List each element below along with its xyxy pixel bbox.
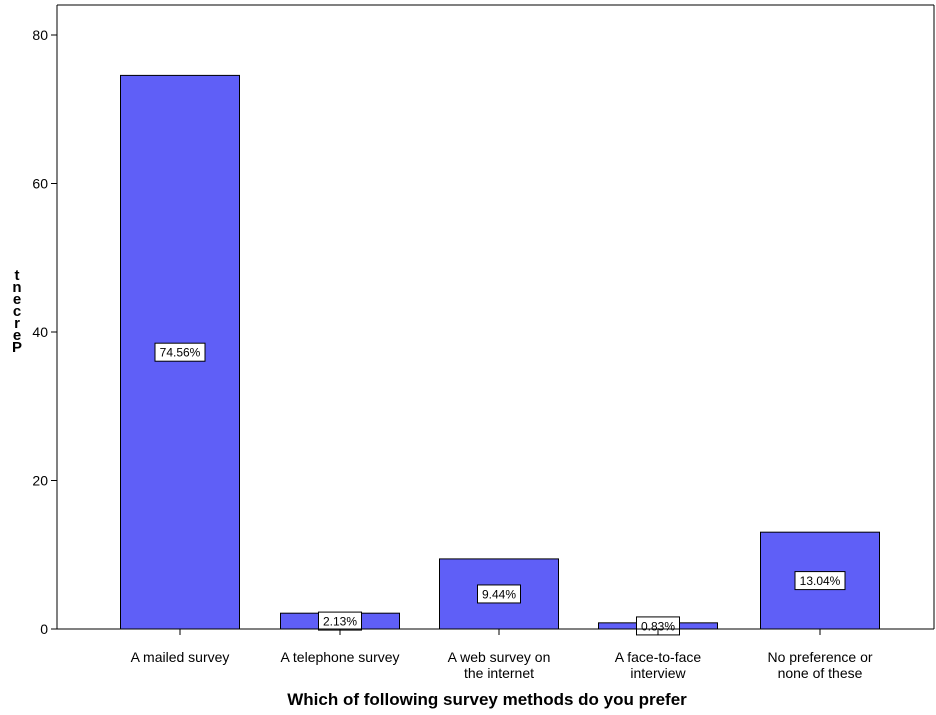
data-label-text: 74.56%: [160, 346, 201, 360]
y-tick-label: 80: [32, 27, 48, 43]
x-category-label: A web survey on the internet: [448, 649, 551, 681]
x-category-label: A mailed survey: [131, 649, 230, 665]
y-tick-label: 60: [32, 176, 48, 192]
y-axis-title-letter: c: [13, 303, 21, 320]
data-label-box: [477, 584, 521, 604]
data-label-text: 13.04%: [800, 574, 841, 588]
y-axis-title-letter: e: [13, 327, 21, 344]
plot-frame: [57, 4, 935, 629]
data-label: 13.04%: [794, 571, 846, 591]
y-tick-label: 20: [32, 473, 48, 489]
y-axis-title-letter: t: [15, 267, 20, 284]
y-axis-title-letter: e: [13, 291, 21, 308]
y-tick-label: 0: [40, 621, 48, 637]
data-label-text: 2.13%: [323, 615, 357, 629]
data-label-text: 0.83%: [641, 619, 675, 633]
y-axis-title-letter: r: [14, 315, 20, 332]
data-label-box: [154, 342, 206, 362]
y-axis-title-letter: P: [12, 339, 22, 356]
data-label-box: [794, 571, 846, 591]
y-axis-title-letter: n: [12, 279, 21, 296]
data-label: 0.83%: [636, 616, 680, 636]
y-axis: 0 20 40 60 80: [32, 5, 58, 637]
y-tick-label: 40: [32, 324, 48, 340]
x-category-label: A telephone survey: [280, 649, 399, 665]
data-label: 74.56%: [154, 342, 206, 362]
data-label: 2.13%: [318, 611, 362, 631]
data-labels: 74.56% 2.13% 9.44% 0.83% 13.04%: [154, 342, 846, 636]
x-axis: A mailed survey A telephone survey A web s…: [57, 628, 934, 681]
x-category-label: A face-to-face interview: [615, 649, 702, 681]
x-category-label: No preference or none of these: [767, 649, 872, 681]
data-label-text: 9.44%: [482, 587, 516, 601]
x-axis-title: Which of following survey methods do you…: [287, 690, 687, 709]
data-label: 9.44%: [477, 584, 521, 604]
